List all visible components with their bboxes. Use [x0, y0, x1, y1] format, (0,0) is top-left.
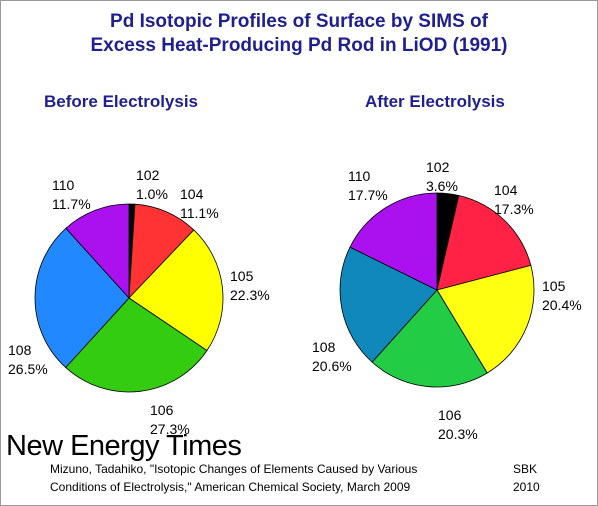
pie-slice-106 [65, 297, 208, 393]
slice-label-102: 102 [136, 167, 160, 183]
slice-label-106: 106 [438, 407, 462, 423]
pie-slice-106 [371, 289, 488, 388]
slice-percent-110: 11.7% [52, 196, 91, 212]
chart-title-line1: Pd Isotopic Profiles of Surface by SIMS … [110, 11, 488, 32]
slice-percent-104: 11.1% [180, 205, 219, 221]
slice-percent-108: 26.5% [8, 361, 48, 377]
slice-percent-104: 17.3% [494, 201, 534, 217]
signature-line1: SBK [513, 462, 538, 476]
signature-line2: 2010 [513, 480, 540, 494]
slice-label-108: 108 [8, 342, 32, 358]
slice-percent-106: 27.3% [150, 421, 190, 437]
slice-percent-102: 1.0% [136, 186, 168, 202]
citation-line1: Mizuno, Tadahiko, "Isotopic Changes of E… [50, 462, 418, 476]
pie-before: 102 1.0% 104 11.1% 105 22.3% 106 27.3% 108 26.5% 1… [8, 167, 270, 437]
pie-before-title: Before Electrolysis [44, 92, 199, 111]
slice-label-105: 105 [542, 278, 566, 294]
citation-line2: Conditions of Electrolysis," American Ch… [50, 480, 411, 494]
slice-label-110: 110 [52, 177, 75, 193]
slice-percent-108: 20.6% [312, 358, 352, 374]
pie-slice-108 [339, 246, 438, 363]
pie-slice-110 [349, 192, 438, 291]
slice-label-104: 104 [180, 186, 204, 202]
pie-slice-104 [128, 203, 195, 300]
slice-label-108: 108 [312, 339, 336, 355]
slice-percent-105: 20.4% [542, 297, 582, 313]
slice-percent-105: 22.3% [230, 287, 270, 303]
chart-title-line2: Excess Heat-Producing Pd Rod in LiOD (19… [90, 35, 508, 56]
pie-after: 102 3.6% 104 17.3% 105 20.4% 106 20.3% 108 20.6% 1… [312, 159, 582, 442]
slice-percent-110: 17.7% [348, 187, 388, 203]
slice-label-110: 110 [348, 168, 371, 184]
slice-percent-102: 3.6% [426, 178, 458, 194]
slice-percent-106: 20.3% [438, 426, 478, 442]
pie-slice-108 [34, 227, 130, 369]
pie-slice-110 [65, 203, 130, 300]
pie-after-title: After Electrolysis [365, 92, 505, 111]
slice-label-104: 104 [494, 182, 518, 198]
pie-slice-105 [436, 264, 535, 374]
slice-label-102: 102 [426, 159, 450, 175]
pie-slice-105 [128, 229, 224, 352]
brand-new-energy-times: New Energy Times [6, 430, 242, 462]
slice-label-105: 105 [230, 268, 254, 284]
pie-slice-104 [436, 195, 532, 291]
slice-label-106: 106 [150, 402, 174, 418]
